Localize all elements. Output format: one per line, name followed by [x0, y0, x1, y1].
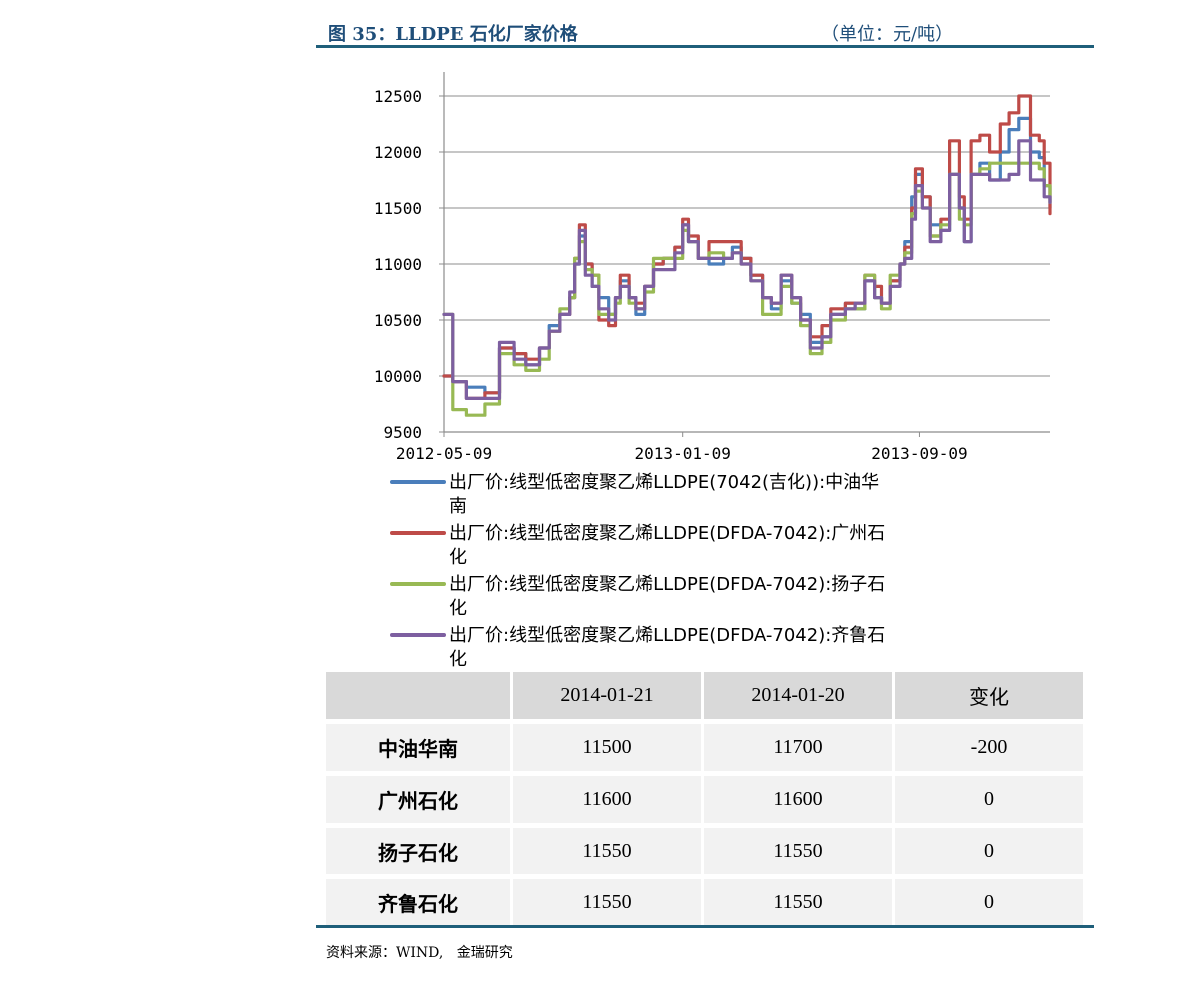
table-cell: 11600: [704, 776, 892, 823]
y-tick-label: 12500: [374, 87, 422, 106]
table-cell: 11550: [704, 879, 892, 925]
table-cell: 11500: [513, 724, 701, 771]
table-row-header: 扬子石化: [326, 828, 510, 874]
table-cell: -200: [895, 724, 1083, 771]
table-cell: 11550: [513, 879, 701, 925]
table-cell: 11600: [513, 776, 701, 823]
table-header-cell: 变化: [895, 672, 1083, 719]
bottom-rule: [316, 925, 1094, 928]
y-tick-label: 9500: [383, 423, 422, 442]
table-row-header: 齐鲁石化: [326, 879, 510, 925]
table-cell: 11700: [704, 724, 892, 771]
y-tick-label: 11000: [374, 255, 422, 274]
price-table: 2014-01-21 2014-01-20 变化中油华南 11500 11700 -200…: [326, 672, 1083, 925]
y-tick-label: 11500: [374, 199, 422, 218]
table-cell: 0: [895, 776, 1083, 823]
legend-entry-1: 出厂价:线型低密度聚乙烯LLDPE(7042(吉化)):中油华南: [449, 472, 879, 517]
legend-entry-4: 出厂价:线型低密度聚乙烯LLDPE(DFDA-7042):齐鲁石化: [449, 625, 885, 668]
x-tick-label: 2013-09-09: [871, 444, 967, 463]
table-cell: 0: [895, 828, 1083, 874]
legend-entry-3: 出厂价:线型低密度聚乙烯LLDPE(DFDA-7042):扬子石化: [449, 574, 885, 619]
series-line-2: [442, 94, 1052, 400]
series-line-4: [442, 139, 1052, 400]
figure-unit: （单位：元/吨）: [821, 24, 954, 45]
table-header-cell: 2014-01-21: [513, 672, 701, 719]
top-rule: [316, 45, 1094, 48]
table-cell: 0: [895, 879, 1083, 925]
y-tick-label: 12000: [374, 143, 422, 162]
table-row-header: 中油华南: [326, 724, 510, 771]
x-tick-label: 2012-05-09: [396, 444, 492, 463]
table-cell: 11550: [704, 828, 892, 874]
price-chart: 9500 10000 10500 11000 11500 12000 12500 2012-0…: [374, 72, 1052, 668]
table-row-header: 广州石化: [326, 776, 510, 823]
table-header-cell: 2014-01-20: [704, 672, 892, 719]
x-tick-label: 2013-01-09: [635, 444, 731, 463]
table-cell: 11550: [513, 828, 701, 874]
source-note: 资料来源：WIND, 金瑞研究: [326, 945, 513, 961]
y-tick-label: 10000: [374, 367, 422, 386]
legend-entry-2: 出厂价:线型低密度聚乙烯LLDPE(DFDA-7042):广州石化: [449, 523, 885, 568]
figure-header: 图 35：LLDPE 石化厂家价格 （单位：元/吨）: [316, 16, 1094, 46]
y-tick-label: 10500: [374, 311, 422, 330]
figure-title: 图 35：LLDPE 石化厂家价格: [328, 24, 578, 45]
table-header-blank: [326, 672, 510, 719]
